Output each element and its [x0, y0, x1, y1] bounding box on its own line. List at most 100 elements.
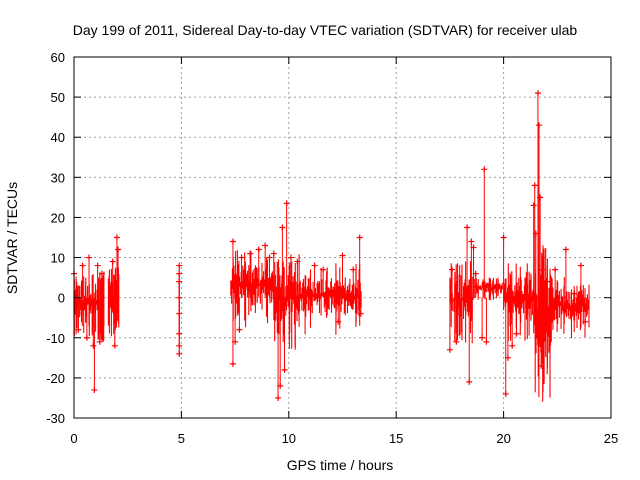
data-point-marker: [543, 278, 550, 285]
data-point-marker: [255, 246, 262, 253]
data-point-marker: [91, 386, 98, 393]
data-point: [281, 297, 288, 373]
data-point-marker: [266, 254, 273, 261]
data-band-segment-5: [298, 263, 362, 335]
data-point-marker: [109, 258, 116, 265]
data-point: [266, 254, 273, 298]
data-point: [79, 262, 86, 298]
data-point: [534, 90, 541, 298]
data-point-marker: [294, 258, 301, 265]
data-point: [582, 297, 589, 325]
x-tick-label: 25: [604, 431, 618, 446]
data-point-marker: [539, 266, 546, 273]
data-point-marker: [283, 200, 290, 207]
data-point: [109, 258, 116, 298]
data-point-marker: [571, 290, 578, 297]
data-point-marker: [281, 366, 288, 373]
data-point: [287, 254, 294, 298]
data-point-marker: [504, 354, 511, 361]
x-tick-label: 0: [70, 431, 77, 446]
data-point-marker: [552, 266, 559, 273]
data-point: [502, 297, 509, 397]
y-tick-label: 30: [51, 170, 65, 185]
data-point: [464, 224, 471, 298]
data-point-marker: [176, 262, 183, 269]
data-point-marker: [483, 338, 490, 345]
data-point-marker: [275, 394, 282, 401]
data-band-segment-9: [533, 241, 554, 402]
chart-title: Day 199 of 2011, Sidereal Day-to-day VTE…: [73, 22, 578, 38]
data-point: [320, 266, 327, 298]
x-tick-label: 10: [282, 431, 296, 446]
data-point-marker: [537, 194, 544, 201]
y-tick-label: -30: [46, 411, 65, 426]
data-band-segment-6: [449, 261, 474, 344]
data-point: [270, 250, 277, 298]
data-point-marker: [534, 90, 541, 97]
data-point-marker: [311, 262, 318, 269]
y-tick-label: -10: [46, 331, 65, 346]
y-tick-label: 10: [51, 251, 65, 266]
data-point-marker: [513, 330, 520, 337]
data-point: [335, 297, 342, 325]
data-point-marker: [247, 250, 254, 257]
x-tick-label: 15: [389, 431, 403, 446]
data-point: [90, 297, 97, 349]
data-point: [111, 297, 118, 349]
data-point-marker: [232, 338, 239, 345]
data-point: [537, 194, 544, 298]
data-point: [468, 238, 475, 298]
data-point-marker: [538, 362, 545, 369]
data-point: [283, 200, 290, 298]
data-point-marker: [577, 262, 584, 269]
data-point-marker: [339, 252, 346, 259]
data-point: [446, 297, 453, 353]
data-point: [94, 262, 101, 298]
data-point: [472, 270, 479, 298]
data-band-segment-10: [552, 277, 590, 339]
data-point-marker: [287, 254, 294, 261]
x-tick-label: 5: [178, 431, 185, 446]
data-point-marker: [531, 182, 538, 189]
data-point-marker: [229, 238, 236, 245]
grid-lines: [74, 57, 611, 418]
data-point-marker: [472, 270, 479, 277]
data-band-segment-0: [73, 274, 96, 337]
data-point-marker: [238, 254, 245, 261]
data-point-marker: [350, 266, 357, 273]
data-point-marker: [176, 278, 183, 285]
y-tick-label: 60: [51, 50, 65, 65]
data-point: [562, 246, 569, 298]
data-point-marker: [75, 326, 82, 333]
data-point: [98, 270, 105, 298]
data-point-marker: [83, 334, 90, 341]
data-point-marker: [229, 360, 236, 367]
data-point: [449, 266, 456, 298]
data-point-marker: [277, 382, 284, 389]
data-point-marker: [94, 262, 101, 269]
data-point: [552, 266, 559, 298]
data-point-marker: [320, 266, 327, 273]
data-point-marker: [530, 202, 537, 209]
data-point: [504, 297, 511, 361]
data-point: [577, 262, 584, 298]
data-point-marker: [466, 378, 473, 385]
y-tick-label: 0: [58, 291, 65, 306]
axis-ticks: -30 -20 -10 0 10 20 30 40 50 60 0 5 10 15 20 25: [46, 50, 618, 446]
data-point: [277, 297, 284, 389]
data-point: [236, 297, 243, 333]
data-point: [238, 254, 245, 298]
data-point-marker: [464, 224, 471, 231]
data-point-marker: [90, 342, 97, 349]
data-point-marker: [111, 342, 118, 349]
data-point-marker: [481, 166, 488, 173]
data-point-marker: [176, 350, 183, 357]
data-point-marker: [335, 318, 342, 325]
data-point: [279, 224, 286, 298]
data-point: [543, 278, 550, 298]
data-point-marker: [115, 246, 122, 253]
data-point: [509, 297, 516, 349]
data-point: [262, 242, 269, 298]
data-point-marker: [79, 262, 86, 269]
